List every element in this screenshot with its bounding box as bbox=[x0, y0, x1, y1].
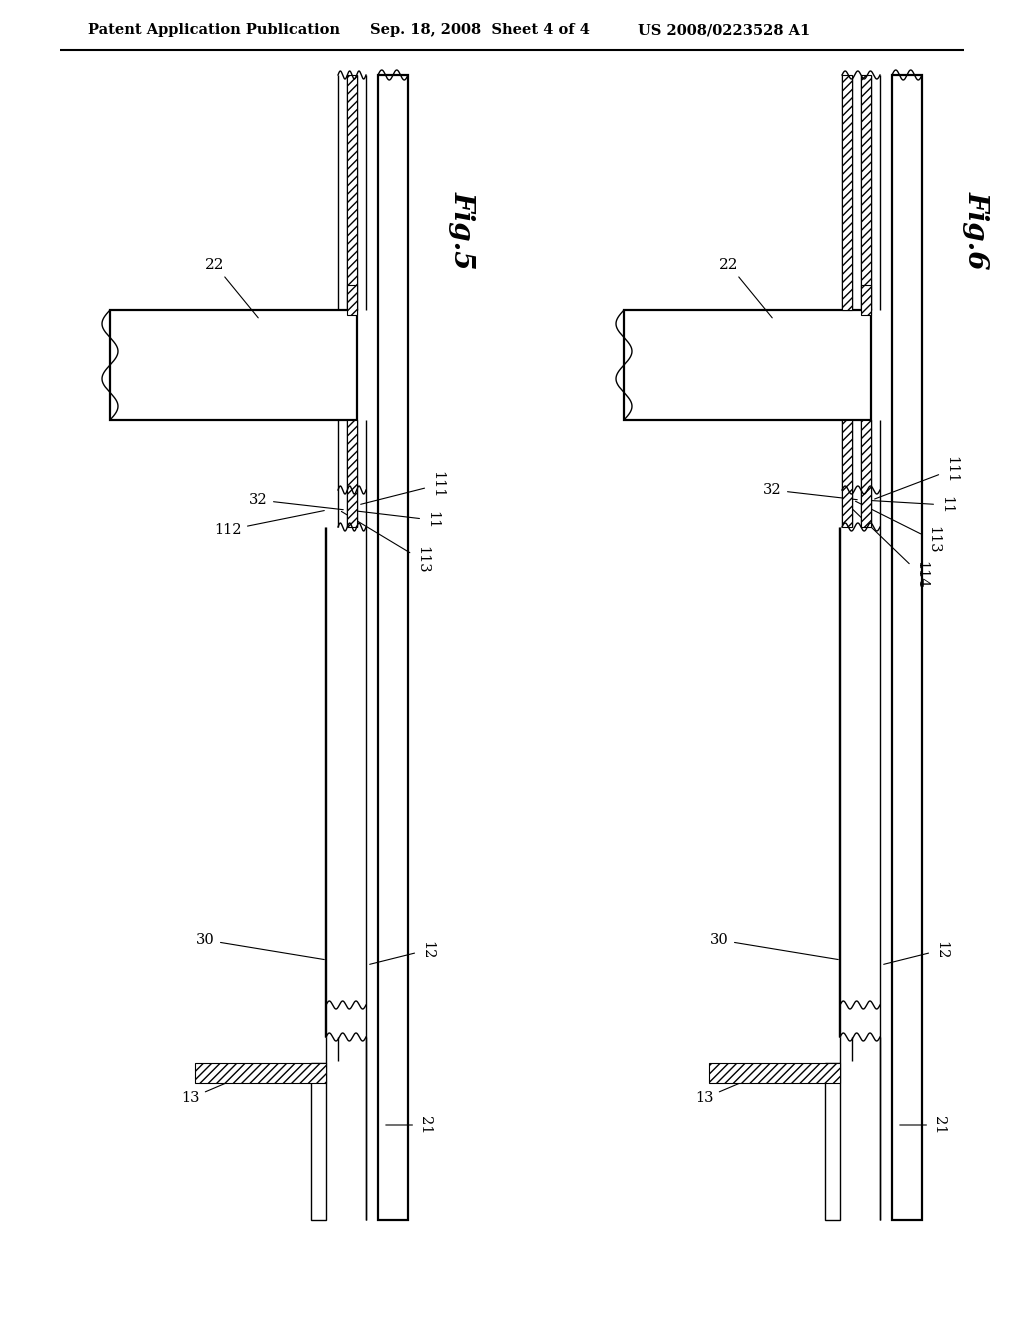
Text: 112: 112 bbox=[214, 511, 325, 537]
Bar bbox=[311, 1063, 326, 1220]
Text: US 2008/0223528 A1: US 2008/0223528 A1 bbox=[638, 22, 810, 37]
Text: 32: 32 bbox=[763, 483, 857, 500]
Bar bbox=[347, 420, 357, 527]
Bar bbox=[892, 75, 922, 1220]
Bar bbox=[861, 420, 871, 527]
Bar bbox=[378, 75, 408, 1220]
Bar bbox=[861, 75, 871, 310]
Bar bbox=[347, 75, 357, 310]
Text: Fig.5: Fig.5 bbox=[449, 191, 475, 269]
Text: 13: 13 bbox=[181, 1076, 243, 1105]
Text: 21: 21 bbox=[900, 1115, 946, 1134]
Text: Sep. 18, 2008  Sheet 4 of 4: Sep. 18, 2008 Sheet 4 of 4 bbox=[370, 22, 590, 37]
Bar bbox=[825, 1063, 840, 1220]
Text: 32: 32 bbox=[250, 492, 343, 510]
Text: 22: 22 bbox=[719, 257, 772, 318]
Bar bbox=[709, 1063, 840, 1082]
Bar bbox=[842, 75, 852, 310]
Text: 114: 114 bbox=[845, 502, 928, 589]
Text: 12: 12 bbox=[884, 941, 948, 965]
Text: 30: 30 bbox=[711, 933, 839, 960]
Text: 22: 22 bbox=[205, 257, 258, 318]
Bar bbox=[110, 310, 357, 420]
Bar bbox=[861, 285, 871, 315]
Bar bbox=[195, 1063, 326, 1082]
Text: 111: 111 bbox=[360, 471, 444, 504]
Text: 113: 113 bbox=[855, 502, 940, 554]
Text: 113: 113 bbox=[341, 511, 429, 574]
Bar bbox=[347, 285, 357, 315]
Bar bbox=[842, 420, 852, 527]
Text: 21: 21 bbox=[386, 1115, 432, 1134]
Text: 111: 111 bbox=[874, 457, 958, 499]
Text: 12: 12 bbox=[370, 941, 434, 965]
Text: 11: 11 bbox=[351, 511, 439, 529]
Bar bbox=[624, 310, 871, 420]
Text: 11: 11 bbox=[865, 496, 953, 513]
Text: 13: 13 bbox=[695, 1076, 757, 1105]
Text: Patent Application Publication: Patent Application Publication bbox=[88, 22, 340, 37]
Text: 30: 30 bbox=[197, 933, 325, 960]
Text: Fig.6: Fig.6 bbox=[963, 191, 989, 269]
